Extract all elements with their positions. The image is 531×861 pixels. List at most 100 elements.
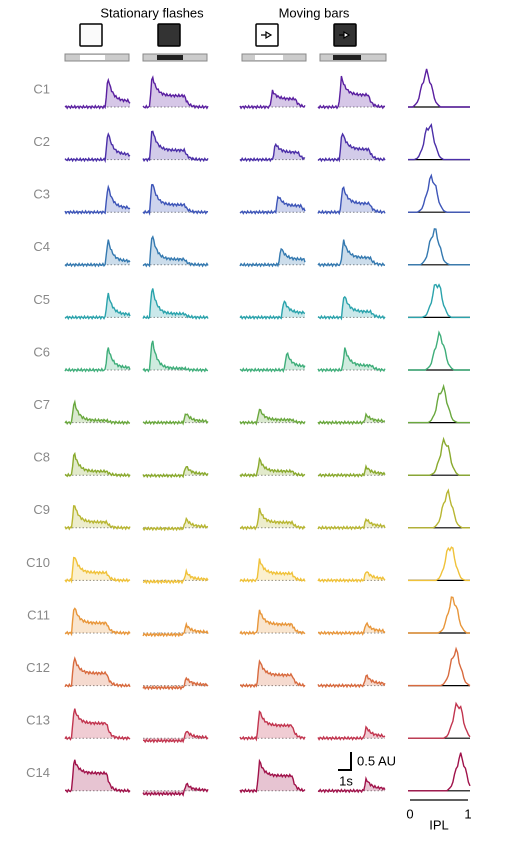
trace-fill bbox=[65, 347, 130, 372]
ipl-profile bbox=[408, 546, 470, 582]
trace bbox=[64, 132, 131, 164]
ipl-profile bbox=[408, 122, 470, 161]
trace-fill bbox=[143, 184, 208, 214]
ipl-profile bbox=[408, 68, 470, 108]
trace-fill bbox=[240, 197, 305, 214]
trace-fill bbox=[318, 726, 385, 740]
trace bbox=[239, 710, 306, 742]
trace bbox=[65, 759, 131, 794]
trace-fill bbox=[240, 761, 305, 792]
trace bbox=[64, 451, 131, 478]
trace-fill bbox=[143, 678, 208, 689]
trace-fill bbox=[143, 624, 208, 636]
trace-fill bbox=[143, 131, 208, 161]
trace bbox=[318, 621, 386, 636]
trace-fill bbox=[240, 301, 305, 319]
trace bbox=[317, 571, 386, 584]
trace bbox=[64, 347, 131, 373]
trace-fill bbox=[318, 675, 385, 687]
trace-fill bbox=[318, 134, 385, 161]
trace bbox=[239, 507, 306, 531]
trace bbox=[64, 184, 131, 215]
trace-fill bbox=[65, 80, 130, 109]
trace-fill bbox=[65, 134, 130, 161]
trace bbox=[239, 195, 306, 215]
row-label: C5 bbox=[33, 292, 50, 307]
scale-time: 1s bbox=[339, 773, 353, 788]
trace bbox=[317, 674, 386, 689]
trace-fill bbox=[240, 89, 305, 109]
trace bbox=[64, 708, 131, 741]
trace-fill bbox=[65, 293, 130, 319]
trace bbox=[64, 292, 131, 321]
row-label: C14 bbox=[26, 765, 50, 780]
trace bbox=[239, 247, 306, 268]
trace-fill bbox=[318, 778, 385, 792]
stimulus-bars bbox=[64, 53, 387, 62]
trace bbox=[64, 607, 131, 637]
row-label: C7 bbox=[33, 397, 50, 412]
trace bbox=[64, 77, 131, 110]
trace-fill bbox=[240, 711, 305, 740]
trace bbox=[239, 456, 306, 478]
row-label: C6 bbox=[33, 344, 50, 359]
ipl-start: 0 bbox=[406, 806, 413, 821]
trace bbox=[239, 351, 306, 374]
trace-fill bbox=[240, 249, 305, 266]
trace bbox=[142, 183, 209, 216]
trace bbox=[317, 412, 386, 426]
trace bbox=[239, 142, 306, 163]
ipl-profile bbox=[408, 488, 470, 529]
trace bbox=[142, 75, 209, 110]
trace bbox=[64, 656, 131, 689]
ipl-profile bbox=[408, 383, 470, 424]
trace-fill bbox=[65, 505, 130, 529]
trace bbox=[64, 399, 131, 426]
trace bbox=[142, 340, 209, 373]
trace bbox=[142, 465, 209, 479]
row-label: C13 bbox=[26, 713, 50, 728]
trace-fill bbox=[318, 76, 385, 109]
trace bbox=[143, 730, 209, 744]
trace bbox=[317, 132, 386, 163]
scale-amplitude: 0.5 AU bbox=[357, 753, 396, 768]
trace-fill bbox=[65, 453, 130, 477]
row-label: C10 bbox=[26, 555, 50, 570]
trace bbox=[239, 408, 306, 426]
scale-bar bbox=[338, 752, 352, 771]
trace-fill bbox=[143, 414, 208, 424]
trace bbox=[142, 130, 209, 163]
trace-fill bbox=[240, 508, 305, 529]
row-label: C11 bbox=[27, 607, 50, 622]
trace bbox=[317, 725, 386, 741]
ipl-profile bbox=[408, 283, 470, 319]
trace bbox=[142, 235, 209, 268]
stimulus-icons bbox=[79, 23, 357, 47]
row-label: C3 bbox=[33, 187, 50, 202]
trace bbox=[239, 609, 306, 636]
trace bbox=[317, 185, 386, 216]
trace bbox=[142, 413, 209, 426]
row-label: C9 bbox=[33, 502, 50, 517]
trace bbox=[64, 505, 131, 531]
trace-fill bbox=[318, 187, 385, 214]
row-label: C1 bbox=[33, 81, 50, 96]
trace bbox=[239, 300, 306, 321]
trace bbox=[64, 556, 131, 584]
trace-fill bbox=[65, 402, 130, 424]
trace-fill bbox=[65, 239, 130, 266]
ipl-profile bbox=[408, 701, 471, 739]
row-label: C8 bbox=[33, 450, 50, 465]
ipl-end: 1 bbox=[464, 806, 471, 821]
ipl-profile bbox=[408, 752, 471, 792]
trace bbox=[317, 775, 386, 794]
ipl-profile bbox=[408, 596, 470, 634]
trace-fill bbox=[65, 658, 130, 687]
trace bbox=[142, 516, 209, 532]
trace-fill bbox=[240, 144, 305, 161]
row-label: C2 bbox=[33, 134, 50, 149]
trace-fill bbox=[318, 347, 385, 372]
trace bbox=[317, 347, 386, 373]
trace bbox=[317, 295, 386, 321]
